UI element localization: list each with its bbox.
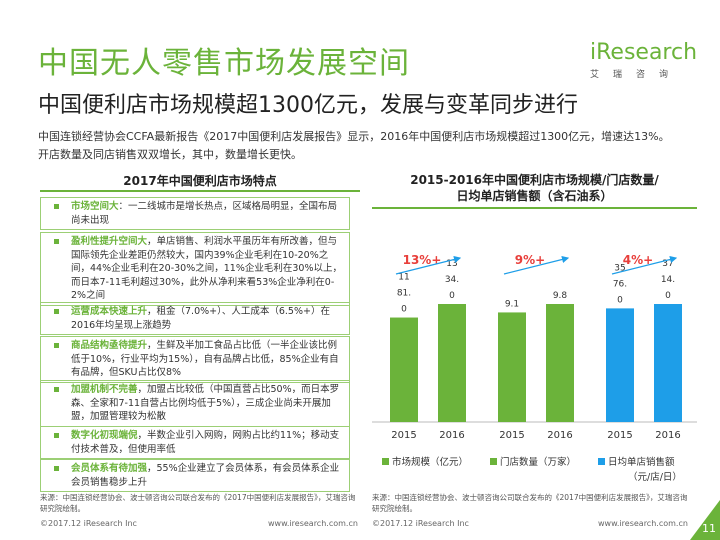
bullet-square-icon xyxy=(54,204,59,209)
feature-item: 会员体系有待加强，55%企业建立了会员体系，有会员体系企业会员销售稳步上升 xyxy=(40,459,350,492)
x-tick-label: 2015 xyxy=(391,430,416,441)
data-label: 13 xyxy=(446,259,457,269)
page-subtitle: 中国便利店市场规模超1300亿元，发展与变革同步进行 xyxy=(38,93,578,118)
data-label: 9.1 xyxy=(505,299,519,309)
right-source-note: 来源：中国连锁经营协会、波士顿咨询公司联合发布的《2017中国便利店发展报告》，… xyxy=(372,493,688,513)
feature-heading: 市场空间大 xyxy=(71,201,119,212)
feature-item: 运营成本快速上升，租金（7.0%+）、人工成本（6.5%+）在2016年均呈现上… xyxy=(40,302,350,335)
feature-heading: 加盟机制不完善 xyxy=(71,384,138,395)
growth-rate-label: 4%+ xyxy=(623,253,653,267)
feature-text: ，生鲜及半加工食品占比低（一半企业该比例低于10%，行业平均为15%），自有品牌… xyxy=(71,340,339,378)
bullet-square-icon xyxy=(54,433,59,438)
feature-text: ，半数企业引入网购，网购占比约11%；移动支付技术普及，但使用率低 xyxy=(71,430,340,455)
left-panel-rule xyxy=(40,190,360,192)
feature-text: ：一二线城市是增长热点，区域格局明显，全国布局尚未出现 xyxy=(71,201,338,226)
growth-arrow xyxy=(395,255,462,275)
legend-swatch xyxy=(382,458,389,465)
data-label: 81. xyxy=(397,289,411,299)
right-panel-rule xyxy=(372,207,697,209)
bullet-square-icon xyxy=(54,309,59,314)
chart-bar xyxy=(546,304,574,422)
data-label: 34. xyxy=(445,275,459,285)
chart-bar xyxy=(606,308,634,422)
footer-website-left: www.iresearch.com.cn xyxy=(268,519,358,528)
legend-swatch xyxy=(598,458,605,465)
page-title: 中国无人零售市场发展空间 xyxy=(38,46,410,81)
data-label: 76. xyxy=(613,279,627,289)
legend-label-unit: （元/店/日） xyxy=(628,471,682,483)
right-panel-title: 2015-2016年中国便利店市场规模/门店数量/ 日均单店销售额（含石油系） xyxy=(372,172,697,204)
intro-paragraph: 中国连锁经营协会CCFA最新报告《2017中国便利店发展报告》显示，2016年中… xyxy=(38,130,670,161)
footer-website-right: www.iresearch.com.cn xyxy=(598,519,688,528)
feature-item: 数字化初现端倪，半数企业引入网购，网购占比约11%；移动支付技术普及，但使用率低 xyxy=(40,426,350,459)
footer-copyright-left: ©2017.12 iResearch Inc xyxy=(40,519,137,528)
data-label: 9.8 xyxy=(553,291,568,301)
growth-rate-label: 9%+ xyxy=(515,253,545,267)
growth-arrow xyxy=(503,255,570,275)
legend-label: 门店数量（万家） xyxy=(500,456,576,468)
corner-accent xyxy=(690,500,720,540)
feature-text: ，加盟占比较低（中国直营占比50%，而日本罗森、全家和7-11自营占比例均低于5… xyxy=(71,384,340,422)
data-label: 0 xyxy=(665,291,671,301)
chart-bar xyxy=(498,312,526,422)
page-number: 11 xyxy=(702,522,716,535)
legend-swatch xyxy=(490,458,497,465)
growth-arrow xyxy=(611,255,678,275)
feature-heading: 数字化初现端倪 xyxy=(71,430,138,441)
left-source-note: 来源：中国连锁经营协会、波士顿咨询公司联合发布的《2017中国便利店发展报告》，… xyxy=(40,493,356,513)
logo-main-text: iResearch xyxy=(590,40,698,65)
data-label: 14. xyxy=(661,275,675,285)
data-label: 37 xyxy=(662,259,673,269)
chart-bar xyxy=(438,304,466,422)
x-tick-label: 2016 xyxy=(655,430,680,441)
x-tick-label: 2015 xyxy=(607,430,632,441)
data-label: 0 xyxy=(617,295,623,305)
feature-heading: 会员体系有待加强 xyxy=(71,463,148,474)
logo-sub-text: 艾瑞咨询 xyxy=(590,70,683,80)
growth-rate-label: 13%+ xyxy=(403,253,442,267)
data-label: 0 xyxy=(401,305,407,315)
legend-label: 市场规模（亿元） xyxy=(392,456,468,468)
feature-heading: 盈利性提升空间大 xyxy=(71,236,148,247)
x-tick-label: 2015 xyxy=(499,430,524,441)
feature-text: ，55%企业建立了会员体系，有会员体系企业会员销售稳步上升 xyxy=(71,463,340,488)
bullet-square-icon xyxy=(54,387,59,392)
chart-bar xyxy=(654,304,682,422)
right-title-line2: 日均单店销售额（含石油系） xyxy=(456,189,613,203)
iresearch-logo: iResearch 艾瑞咨询 xyxy=(590,40,698,80)
bullet-square-icon xyxy=(54,466,59,471)
left-panel-title: 2017年中国便利店市场特点 xyxy=(123,174,277,188)
chart-bar xyxy=(390,317,418,422)
data-label: 11 xyxy=(398,273,409,283)
data-label: 35 xyxy=(614,263,625,273)
feature-item: 市场空间大：一二线城市是增长热点，区域格局明显，全国布局尚未出现 xyxy=(40,197,350,230)
x-tick-label: 2016 xyxy=(547,430,572,441)
bullet-square-icon xyxy=(54,239,59,244)
feature-text: ，租金（7.0%+）、人工成本（6.5%+）在2016年均呈现上涨趋势 xyxy=(71,306,330,331)
x-tick-label: 2016 xyxy=(439,430,464,441)
feature-heading: 运营成本快速上升 xyxy=(71,306,148,317)
feature-item: 商品结构亟待提升，生鲜及半加工食品占比低（一半企业该比例低于10%，行业平均为1… xyxy=(40,336,350,383)
feature-text: ，单店销售、利润水平虽历年有所改善，但与国际领先企业差距仍然较大，国内39%企业… xyxy=(71,236,342,301)
legend-label: 日均单店销售额 xyxy=(608,456,675,468)
footer-copyright-right: ©2017.12 iResearch Inc xyxy=(372,519,469,528)
feature-item: 盈利性提升空间大，单店销售、利润水平虽历年有所改善，但与国际领先企业差距仍然较大… xyxy=(40,232,350,306)
feature-heading: 商品结构亟待提升 xyxy=(71,340,148,351)
bullet-square-icon xyxy=(54,343,59,348)
right-title-line1: 2015-2016年中国便利店市场规模/门店数量/ xyxy=(410,173,659,187)
data-label: 0 xyxy=(449,291,455,301)
